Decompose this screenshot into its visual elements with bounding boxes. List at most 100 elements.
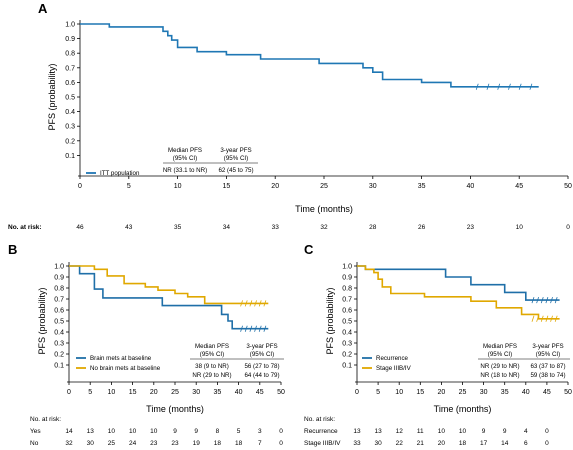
- y-tick-label: 0.7: [65, 65, 75, 72]
- table-header: Median PFS: [483, 343, 517, 350]
- table-cell: NR (29 to NR): [192, 372, 231, 379]
- table-cell: NR (18 to NR): [480, 372, 519, 379]
- at-risk-value: 10: [150, 428, 158, 435]
- x-tick-label: 10: [174, 183, 182, 190]
- y-tick-label: 0.7: [342, 297, 352, 304]
- at-risk-value: 33: [272, 224, 280, 231]
- x-tick-label: 40: [235, 389, 243, 396]
- y-tick-label: 0.9: [342, 275, 352, 282]
- at-risk-label: No. at risk:: [304, 416, 335, 423]
- censor-mark: [518, 83, 522, 90]
- at-risk-value: 0: [566, 224, 570, 231]
- censor-mark: [531, 315, 535, 322]
- at-risk-value: 0: [279, 428, 283, 435]
- censor-mark: [240, 300, 243, 307]
- censor-mark: [263, 300, 267, 307]
- x-tick-label: 35: [501, 389, 509, 396]
- at-risk-label: No. at risk:: [30, 416, 61, 423]
- at-risk-value: 23: [150, 440, 158, 447]
- at-risk-value: 32: [320, 224, 328, 231]
- at-risk-value: 13: [87, 428, 95, 435]
- y-tick-label: 0.1: [65, 153, 75, 160]
- censor-mark: [497, 83, 501, 90]
- y-tick-label: 1.0: [65, 22, 75, 29]
- at-risk-value: 18: [459, 440, 467, 447]
- series-line-2: [357, 265, 560, 320]
- table-header: (95% CI): [536, 351, 560, 358]
- at-risk-value: 46: [76, 224, 84, 231]
- censor-mark: [244, 325, 248, 332]
- at-risk-value: 21: [417, 440, 425, 447]
- censor-mark: [536, 296, 539, 304]
- at-risk-value: 22: [396, 440, 404, 447]
- at-risk-value: 10: [438, 428, 446, 435]
- x-tick-label: 50: [277, 389, 285, 396]
- x-tick-label: 20: [438, 389, 446, 396]
- at-risk-value: 28: [369, 224, 377, 231]
- at-risk-value: 25: [108, 440, 116, 447]
- y-tick-label: 1.0: [342, 264, 352, 271]
- at-risk-value: 20: [438, 440, 446, 447]
- y-tick-label: 0.5: [54, 319, 64, 326]
- censor-mark: [475, 83, 479, 90]
- x-tick-label: 20: [271, 183, 279, 190]
- panel-letter: B: [8, 242, 17, 257]
- x-tick-label: 25: [459, 389, 467, 396]
- censor-mark: [529, 83, 533, 90]
- censor-mark: [254, 300, 257, 307]
- at-risk-value: 3: [258, 428, 262, 435]
- at-risk-value: 32: [65, 440, 73, 447]
- censor-mark: [249, 325, 253, 332]
- y-tick-label: 0.1: [54, 363, 64, 370]
- censor-mark: [249, 300, 253, 307]
- x-tick-label: 0: [78, 183, 82, 190]
- at-risk-value: 26: [418, 224, 426, 231]
- censor-mark: [258, 325, 262, 332]
- legend-label: Brain mets at baseline: [90, 355, 152, 362]
- at-risk-value: 9: [503, 428, 507, 435]
- at-risk-value: 6: [524, 440, 528, 447]
- x-tick-label: 5: [127, 183, 131, 190]
- at-risk-value: 9: [173, 428, 177, 435]
- table-cell: 64 (44 to 79): [244, 372, 279, 379]
- at-risk-value: 7: [258, 440, 262, 447]
- chart-panel-b: B 0.1 0.2 0.3 0.4 0.5 0.6 0.7 0.8 0.9 1.0 0 5 10 15 20 2…: [8, 242, 285, 447]
- at-risk-value: 23: [467, 224, 475, 231]
- at-risk-value: 5: [237, 428, 241, 435]
- at-risk-value: 4: [524, 428, 528, 435]
- at-risk-value: 11: [417, 428, 424, 435]
- censor-mark: [240, 325, 243, 332]
- censor-mark: [244, 300, 248, 307]
- y-tick-label: 0.8: [54, 286, 64, 293]
- chart-panel-a: A 0.1 0.2 0.3 0.4 0.5 0.6 0.7 0.8 0.9 1.0 0 5 10 15 20 2…: [8, 1, 572, 231]
- x-tick-label: 10: [108, 389, 116, 396]
- x-axis-label: Time (months): [295, 204, 353, 214]
- legend-label: Stage IIIB/IV: [376, 365, 412, 372]
- table-header: Median PFS: [168, 147, 202, 154]
- at-risk-value: 30: [87, 440, 95, 447]
- at-risk-label: No. at risk:: [8, 224, 42, 231]
- censor-mark: [550, 315, 553, 322]
- x-tick-label: 25: [171, 389, 179, 396]
- at-risk-value: 9: [482, 428, 486, 435]
- at-risk-value: 9: [194, 428, 198, 435]
- at-risk-value: 13: [374, 428, 382, 435]
- censor-mark: [545, 315, 549, 322]
- x-tick-label: 45: [515, 183, 523, 190]
- at-risk-row-label: Yes: [30, 428, 41, 435]
- censor-mark: [554, 315, 558, 322]
- at-risk-value: 19: [193, 440, 201, 447]
- at-risk-value: 14: [65, 428, 73, 435]
- x-tick-label: 5: [376, 389, 380, 396]
- censor-mark: [486, 83, 490, 90]
- y-tick-label: 0.2: [54, 352, 64, 359]
- series-line-1: [69, 265, 269, 330]
- table-header: 3-year PFS: [220, 147, 251, 154]
- chart-panel-c: C 0.1 0.2 0.3 0.4 0.5 0.6 0.7 0.8 0.9 1.0 0 5 10 15 20 2…: [304, 242, 572, 447]
- y-tick-label: 0.9: [54, 275, 64, 282]
- at-risk-value: 35: [174, 224, 182, 231]
- x-tick-label: 0: [67, 389, 71, 396]
- y-tick-label: 0.9: [65, 36, 75, 43]
- table-header: (95% CI): [200, 351, 224, 358]
- panel-letter: A: [38, 1, 48, 16]
